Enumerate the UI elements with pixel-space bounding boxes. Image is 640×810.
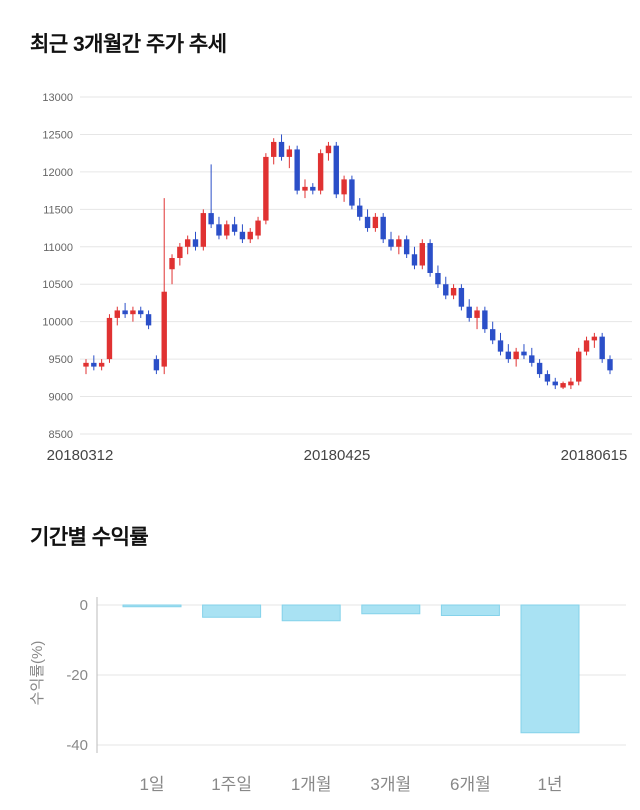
- svg-text:20180425: 20180425: [304, 447, 371, 464]
- svg-text:20180615: 20180615: [561, 447, 628, 464]
- svg-text:20180312: 20180312: [47, 447, 114, 464]
- svg-text:11500: 11500: [43, 204, 73, 216]
- svg-text:10500: 10500: [42, 279, 73, 291]
- svg-text:1개월: 1개월: [291, 775, 332, 794]
- svg-text:-20: -20: [66, 667, 88, 684]
- svg-text:9000: 9000: [49, 392, 73, 404]
- svg-text:-40: -40: [66, 737, 88, 754]
- svg-text:1주일: 1주일: [211, 775, 252, 794]
- period-return-bar-chart: 0 -20 -40 1일 1주일 1개월 3개월 6개월 1년 수익률(%): [29, 597, 626, 794]
- svg-text:6개월: 6개월: [450, 775, 491, 794]
- svg-text:12500: 12500: [42, 129, 73, 141]
- svg-text:3개월: 3개월: [370, 775, 411, 794]
- svg-text:11000: 11000: [43, 242, 73, 254]
- svg-text:12000: 12000: [42, 167, 73, 179]
- candlestick-chart: 8500 9000 9500 10000 10500 11000 11500 12000 125…: [42, 92, 632, 464]
- svg-text:13000: 13000: [42, 92, 73, 104]
- svg-text:1년: 1년: [537, 775, 562, 794]
- price-trend-title: 최근 3개월간 주가 추세: [30, 33, 227, 56]
- svg-text:9500: 9500: [49, 354, 73, 366]
- svg-text:수익률(%): 수익률(%): [29, 641, 46, 706]
- svg-text:0: 0: [80, 597, 88, 614]
- svg-text:1일: 1일: [139, 775, 164, 794]
- svg-text:8500: 8500: [49, 429, 73, 441]
- period-return-title: 기간별 수익률: [30, 526, 149, 549]
- svg-text:10000: 10000: [42, 317, 73, 329]
